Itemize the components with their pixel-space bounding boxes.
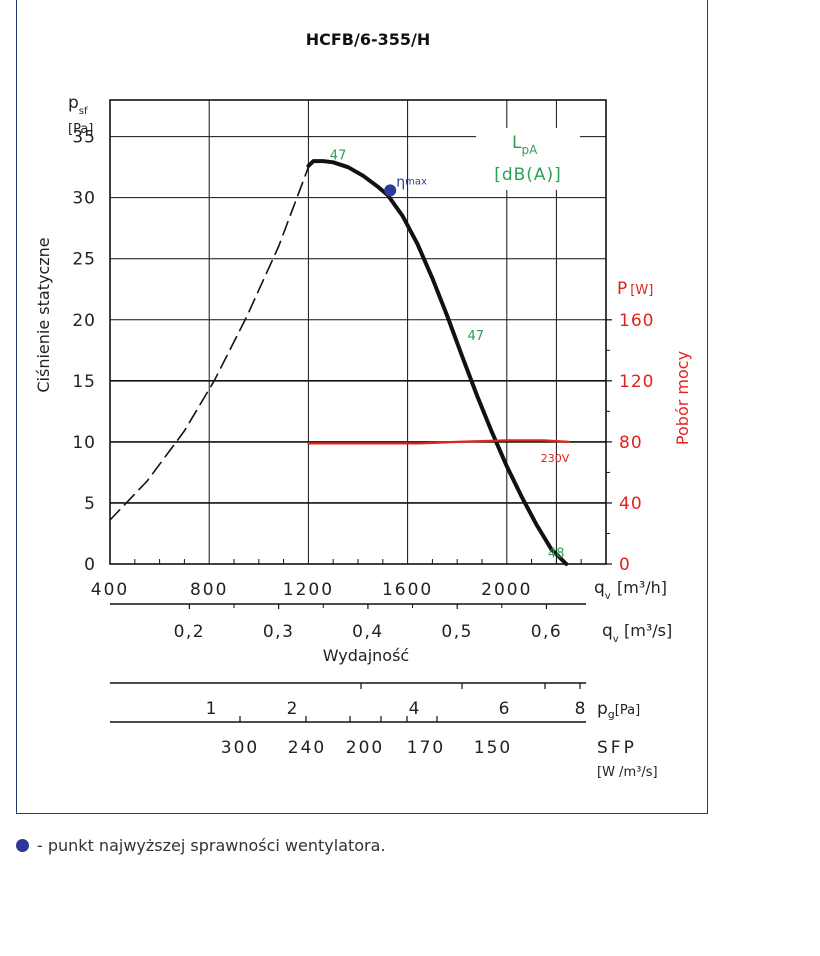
qv-m3s-unit: [m³/s] xyxy=(624,621,672,640)
lpa-box xyxy=(476,128,580,190)
qv-m3s-symbol: qv xyxy=(602,621,619,645)
lpa-annotation: 47 xyxy=(330,148,347,163)
voltage-label: 230V xyxy=(541,452,570,465)
m3s-tick-label: 0,6 xyxy=(531,622,563,642)
power-axis-title: Pobór mocy xyxy=(673,351,692,445)
m3s-tick-label: 0,5 xyxy=(441,622,473,642)
sfp-tick-label: 240 xyxy=(288,738,326,758)
pg-tick-label: 2 xyxy=(287,699,298,719)
power-tick-label: 160 xyxy=(619,311,654,331)
power-tick-label: 0 xyxy=(619,555,631,575)
y-tick-label: 0 xyxy=(84,555,96,575)
sfp-tick-label: 200 xyxy=(346,738,384,758)
x-tick-label: 1600 xyxy=(382,580,433,600)
pg-symbol: pg[Pa] xyxy=(597,699,640,721)
y-axis-unit: [Pa] xyxy=(68,122,93,137)
sfp-tick-label: 300 xyxy=(221,738,259,758)
qv-m3h-symbol: qv xyxy=(594,578,611,602)
x-tick-label: 800 xyxy=(190,580,228,600)
lpa-symbol: LpA xyxy=(512,133,538,157)
x-tick-label: 1200 xyxy=(283,580,334,600)
power-tick-label: 40 xyxy=(619,494,643,514)
pg-tick-label: 1 xyxy=(206,699,217,719)
sfp-unit: [W /m³/s] xyxy=(597,765,658,780)
pg-tick-label: 6 xyxy=(499,699,510,719)
x-axis-title: Wydajność xyxy=(323,646,409,665)
lpa-annotation: 48 xyxy=(548,546,565,561)
lpa-annotation: 47 xyxy=(467,329,484,344)
power-tick-label: 80 xyxy=(619,433,643,453)
power-axis-symbol: P [W] xyxy=(617,279,653,299)
m3s-tick-label: 0,3 xyxy=(263,622,295,642)
y-tick-label: 25 xyxy=(72,250,96,270)
qv-m3h-unit: [m³/h] xyxy=(617,578,667,597)
series-pressure-line xyxy=(306,159,569,566)
y-tick-label: 15 xyxy=(72,372,96,392)
x-tick-label: 400 xyxy=(91,580,129,600)
series-power-line xyxy=(307,439,570,445)
power-tick-label: 120 xyxy=(619,372,654,392)
y-tick-label: 30 xyxy=(72,189,96,209)
y-axis-title: Ciśnienie statyczne xyxy=(34,237,53,392)
y-tick-label: 20 xyxy=(72,311,96,331)
y-tick-label: 35 xyxy=(72,128,96,148)
y-tick-label: 5 xyxy=(84,494,96,514)
pg-tick-label: 4 xyxy=(409,699,420,719)
sfp-label: SFP xyxy=(597,738,637,758)
sfp-tick-label: 150 xyxy=(474,738,512,758)
eta-max-dot-icon xyxy=(16,839,29,852)
y-tick-label: 10 xyxy=(72,433,96,453)
sfp-tick-label: 170 xyxy=(407,738,445,758)
m3s-tick-label: 0,2 xyxy=(174,622,206,642)
eta-max-label: ηmax xyxy=(396,174,427,190)
m3s-tick-label: 0,4 xyxy=(352,622,384,642)
chart-frame xyxy=(16,0,708,814)
lpa-unit: [dB(A)] xyxy=(494,165,562,185)
y-axis-symbol: psf xyxy=(68,93,88,117)
eta-max-point xyxy=(384,184,397,197)
legend-text: - punkt najwyższej sprawności wentylator… xyxy=(37,836,386,855)
fan-curve-chart: HCFB/6-355/H05101520253035psf[Pa]Ciśnien… xyxy=(34,30,692,780)
x-tick-label: 2000 xyxy=(481,580,532,600)
series-pressure-unstable-line xyxy=(109,166,310,521)
chart-title: HCFB/6-355/H xyxy=(306,30,431,49)
pg-tick-label: 8 xyxy=(575,699,586,719)
legend-note: - punkt najwyższej sprawności wentylator… xyxy=(16,836,386,855)
